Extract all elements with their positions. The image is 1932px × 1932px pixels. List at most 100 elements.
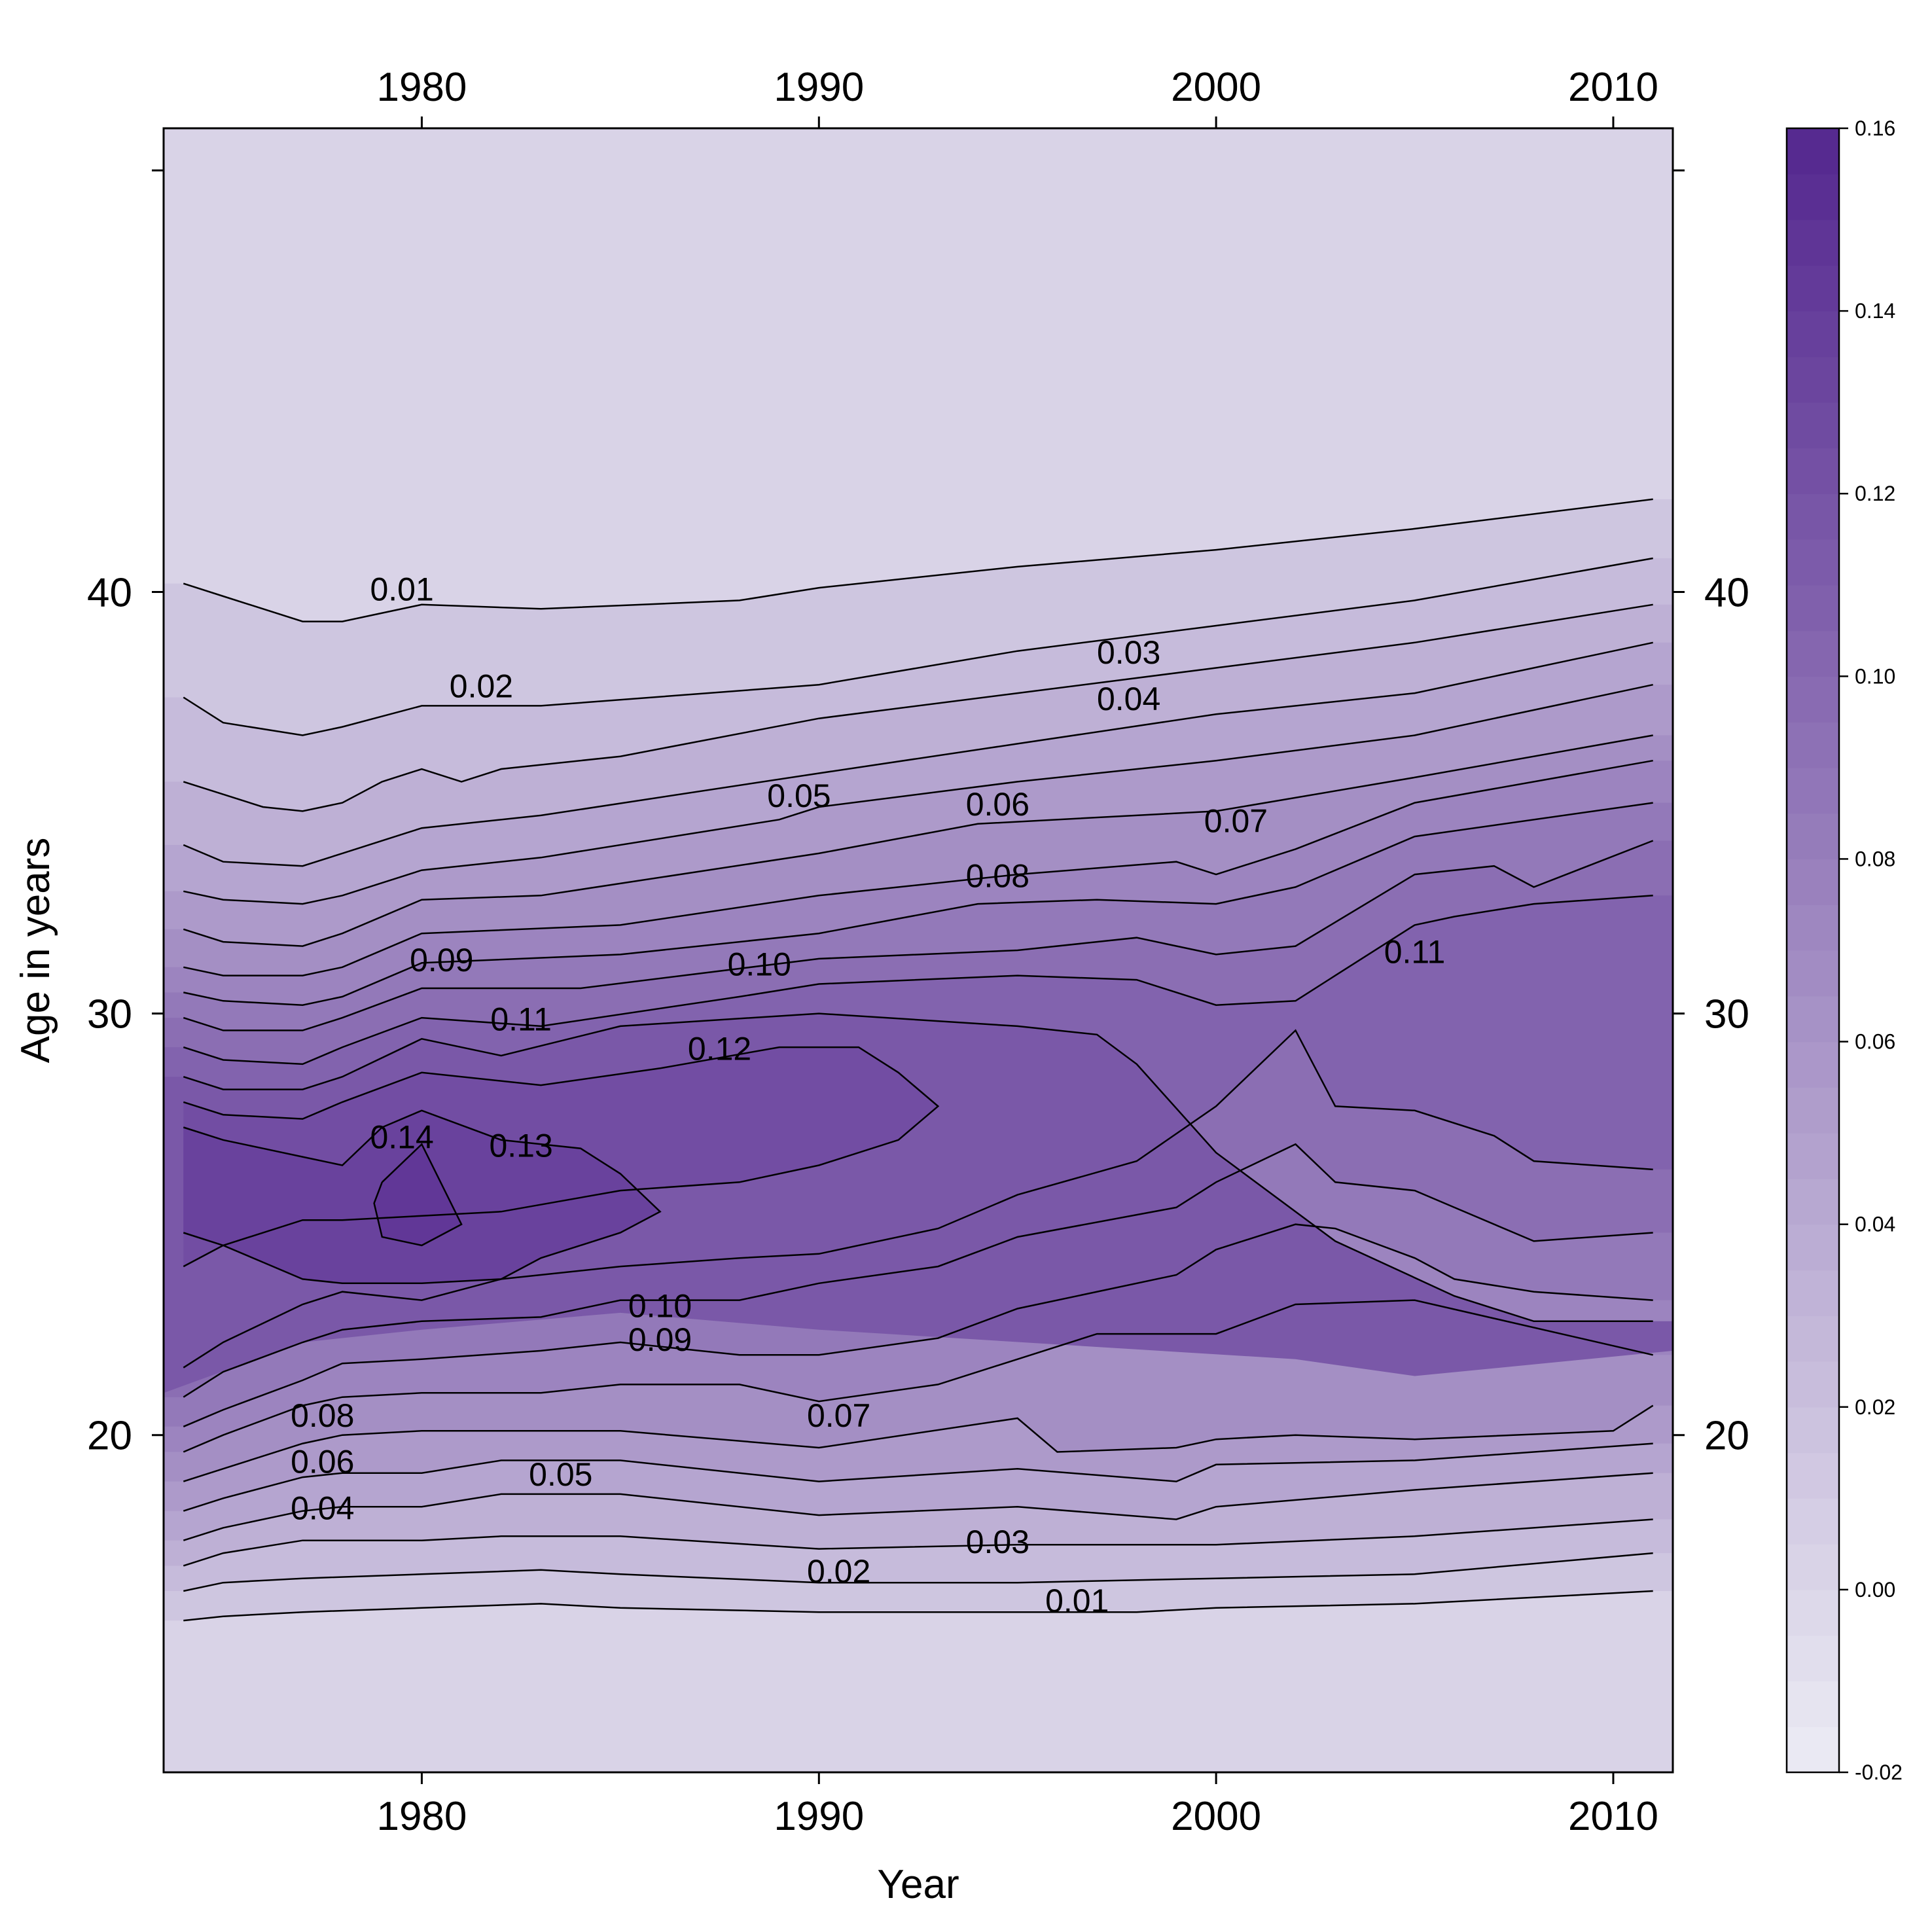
contour-line-0.08 bbox=[183, 802, 1653, 1006]
color-key: 0.16 0.14 0.12 0.10 0.08 0.06 0.04 0.02 0.00 -0.0… bbox=[1785, 116, 1903, 1784]
color-key-band bbox=[1787, 173, 1839, 221]
contour-line-0.14 bbox=[373, 1143, 463, 1247]
contour-label: 0.06 bbox=[291, 1444, 354, 1480]
color-key-label: 0.10 bbox=[1855, 664, 1895, 688]
color-key-band bbox=[1787, 904, 1839, 951]
contour-label: 0.14 bbox=[370, 1119, 433, 1156]
color-key-band bbox=[1787, 1270, 1839, 1316]
color-key-band bbox=[1787, 1041, 1839, 1088]
contour-label: 0.07 bbox=[1204, 803, 1268, 840]
x-tick-label-top: 2000 bbox=[1171, 65, 1261, 110]
color-key-band bbox=[1787, 219, 1839, 266]
color-key-band bbox=[1787, 1178, 1839, 1225]
color-key-label: 0.12 bbox=[1855, 482, 1895, 505]
contour-label: 0.06 bbox=[966, 786, 1029, 823]
color-key-band bbox=[1787, 1452, 1839, 1499]
contour-label: 0.02 bbox=[807, 1553, 870, 1590]
contour-line-lower-0.04 bbox=[183, 1472, 1653, 1541]
color-key-band bbox=[1787, 1406, 1839, 1454]
color-key-band bbox=[1787, 950, 1839, 997]
fill-layer bbox=[164, 128, 1673, 1772]
color-key-band bbox=[1787, 1726, 1839, 1773]
color-key-label: 0.00 bbox=[1855, 1578, 1895, 1601]
contour-line-lower-0.02 bbox=[183, 1552, 1653, 1592]
contour-line-lower-0.09 bbox=[183, 1143, 1653, 1398]
contour-label: 0.02 bbox=[450, 668, 513, 705]
y-tick-label-right: 20 bbox=[1704, 1414, 1749, 1459]
contour-label: 0.12 bbox=[688, 1030, 751, 1067]
color-key-label: -0.02 bbox=[1855, 1761, 1903, 1784]
contour-labels: 0.010.020.030.040.05 0.06 0.070.080.09 0.10… bbox=[291, 571, 1445, 1619]
color-key-band bbox=[1787, 448, 1839, 494]
color-key-label: 0.14 bbox=[1855, 299, 1895, 323]
color-key-band bbox=[1787, 767, 1839, 814]
x-tick-label: 2000 bbox=[1171, 1794, 1261, 1839]
contour-line-0.10 bbox=[183, 895, 1653, 1065]
color-key-band bbox=[1787, 676, 1839, 723]
color-key-label: 0.16 bbox=[1855, 116, 1895, 140]
contour-line-lower-0.01 bbox=[183, 1590, 1653, 1622]
contour-line-lower-0.10 bbox=[183, 1029, 1653, 1368]
color-key-band bbox=[1787, 813, 1839, 860]
contour-label: 0.08 bbox=[966, 857, 1029, 894]
contour-label: 0.05 bbox=[529, 1456, 592, 1493]
color-key-label: 0.08 bbox=[1855, 847, 1895, 870]
contour-label: 0.07 bbox=[807, 1397, 870, 1434]
x-tick-label: 1980 bbox=[376, 1794, 467, 1839]
color-key-band bbox=[1787, 1589, 1839, 1636]
color-key-band bbox=[1787, 859, 1839, 905]
contour-line-0.03 bbox=[183, 603, 1653, 812]
y-tick-label: 40 bbox=[87, 571, 132, 616]
y-tick-label: 20 bbox=[87, 1414, 132, 1459]
color-key-band bbox=[1787, 995, 1839, 1043]
contour-label: 0.10 bbox=[628, 1287, 692, 1324]
y-axis-right: 20 30 40 bbox=[1673, 169, 1749, 1459]
color-key-band bbox=[1787, 584, 1839, 632]
color-key-band bbox=[1787, 1498, 1839, 1545]
contour-line-0.09 bbox=[183, 840, 1654, 1031]
color-key-band bbox=[1787, 493, 1839, 540]
color-key-band bbox=[1787, 1635, 1839, 1682]
contour-line-lower-0.06 bbox=[183, 1404, 1654, 1482]
x-tick-label-top: 1980 bbox=[376, 65, 467, 110]
contour-label: 0.04 bbox=[291, 1490, 354, 1527]
contour-label: 0.09 bbox=[628, 1321, 692, 1358]
color-key-band bbox=[1787, 539, 1839, 586]
color-key-band bbox=[1787, 1087, 1839, 1134]
x-tick-label: 2010 bbox=[1568, 1794, 1658, 1839]
contour-line-0.02 bbox=[183, 557, 1653, 736]
contour-lines bbox=[183, 498, 1654, 1622]
color-key-border bbox=[1785, 127, 1840, 1774]
contour-label: 0.01 bbox=[1045, 1583, 1109, 1619]
y-tick-label-right: 40 bbox=[1704, 571, 1749, 616]
color-key-band bbox=[1787, 1361, 1839, 1408]
color-key-band bbox=[1787, 1681, 1839, 1727]
color-key-band bbox=[1787, 1544, 1839, 1590]
contour-line-lower-0.05 bbox=[183, 1442, 1653, 1512]
x-tick-label-top: 1990 bbox=[774, 65, 864, 110]
x-axis-bottom: 1980 1990 2000 2010 bbox=[376, 1772, 1658, 1839]
color-key-band bbox=[1787, 1133, 1839, 1179]
y-axis-left: 20 30 40 bbox=[87, 169, 164, 1459]
y-axis-title: Age in years bbox=[13, 838, 58, 1064]
color-key-band bbox=[1787, 630, 1839, 677]
color-key-band bbox=[1787, 402, 1839, 449]
contour-label: 0.04 bbox=[1097, 681, 1160, 717]
contour-line-0.04 bbox=[183, 641, 1653, 867]
color-key-band bbox=[1787, 265, 1839, 312]
contour-line-0.06 bbox=[183, 734, 1653, 947]
color-key-band bbox=[1787, 128, 1839, 175]
contour-line-lower-0.07 bbox=[183, 1299, 1653, 1453]
x-tick-label-top: 2010 bbox=[1568, 65, 1658, 110]
contour-label: 0.11 bbox=[1384, 933, 1446, 970]
contour-label: 0.10 bbox=[728, 946, 791, 983]
contour-line-0.11 bbox=[183, 1012, 1653, 1323]
x-axis-title: Year bbox=[877, 1862, 959, 1907]
color-key-label: 0.04 bbox=[1855, 1213, 1895, 1236]
color-key-label: 0.02 bbox=[1855, 1395, 1895, 1419]
contour-label: 0.11 bbox=[490, 1001, 552, 1037]
color-key-label: 0.06 bbox=[1855, 1030, 1895, 1054]
contour-label: 0.05 bbox=[767, 778, 831, 814]
color-key-band bbox=[1787, 1315, 1839, 1362]
